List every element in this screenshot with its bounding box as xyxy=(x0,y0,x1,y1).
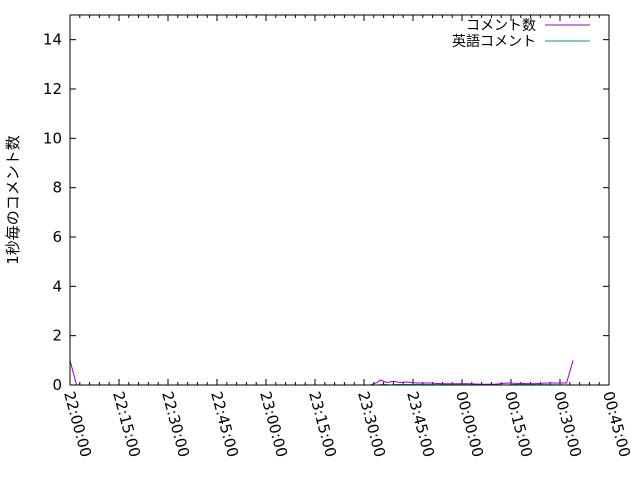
y-tick-label: 0 xyxy=(52,376,62,394)
x-tick-label: 23:15:00 xyxy=(305,389,340,459)
y-tick-label: 6 xyxy=(52,228,62,246)
x-tick-label: 22:45:00 xyxy=(207,389,242,459)
x-tick-label: 00:15:00 xyxy=(501,389,536,459)
x-tick-label: 23:30:00 xyxy=(354,389,389,459)
series-lines xyxy=(69,360,574,386)
y-tick-label: 12 xyxy=(43,80,62,98)
y-tick-label: 2 xyxy=(52,327,62,345)
legend-label: 英語コメント xyxy=(452,33,536,50)
x-tick-label: 23:00:00 xyxy=(256,389,291,459)
x-tick-label: 00:00:00 xyxy=(452,389,487,459)
x-tick-labels: 22:00:00 22:15:00 22:30:00 22:45:00 23:00:00… xyxy=(60,389,634,459)
x-tick-label: 22:15:00 xyxy=(109,389,144,459)
y-axis-label: 1秒毎のコメント数 xyxy=(4,135,22,265)
y-tick-label: 4 xyxy=(52,277,62,295)
x-tick-label: 00:30:00 xyxy=(550,389,585,459)
legend-label: コメント数 xyxy=(466,18,536,34)
x-tick-label: 22:00:00 xyxy=(60,389,95,459)
y-tick-labels: 0 2 4 6 8 10 12 14 xyxy=(43,31,62,394)
x-tick-label: 22:30:00 xyxy=(158,389,193,459)
series-line-0 xyxy=(69,360,574,386)
ticks xyxy=(69,15,610,386)
y-tick-label: 10 xyxy=(43,129,62,147)
y-tick-label: 8 xyxy=(52,179,62,197)
x-tick-label: 00:45:00 xyxy=(599,389,634,459)
x-tick-label: 23:45:00 xyxy=(403,389,438,459)
y-tick-label: 14 xyxy=(43,31,62,49)
plot-border xyxy=(69,14,610,386)
